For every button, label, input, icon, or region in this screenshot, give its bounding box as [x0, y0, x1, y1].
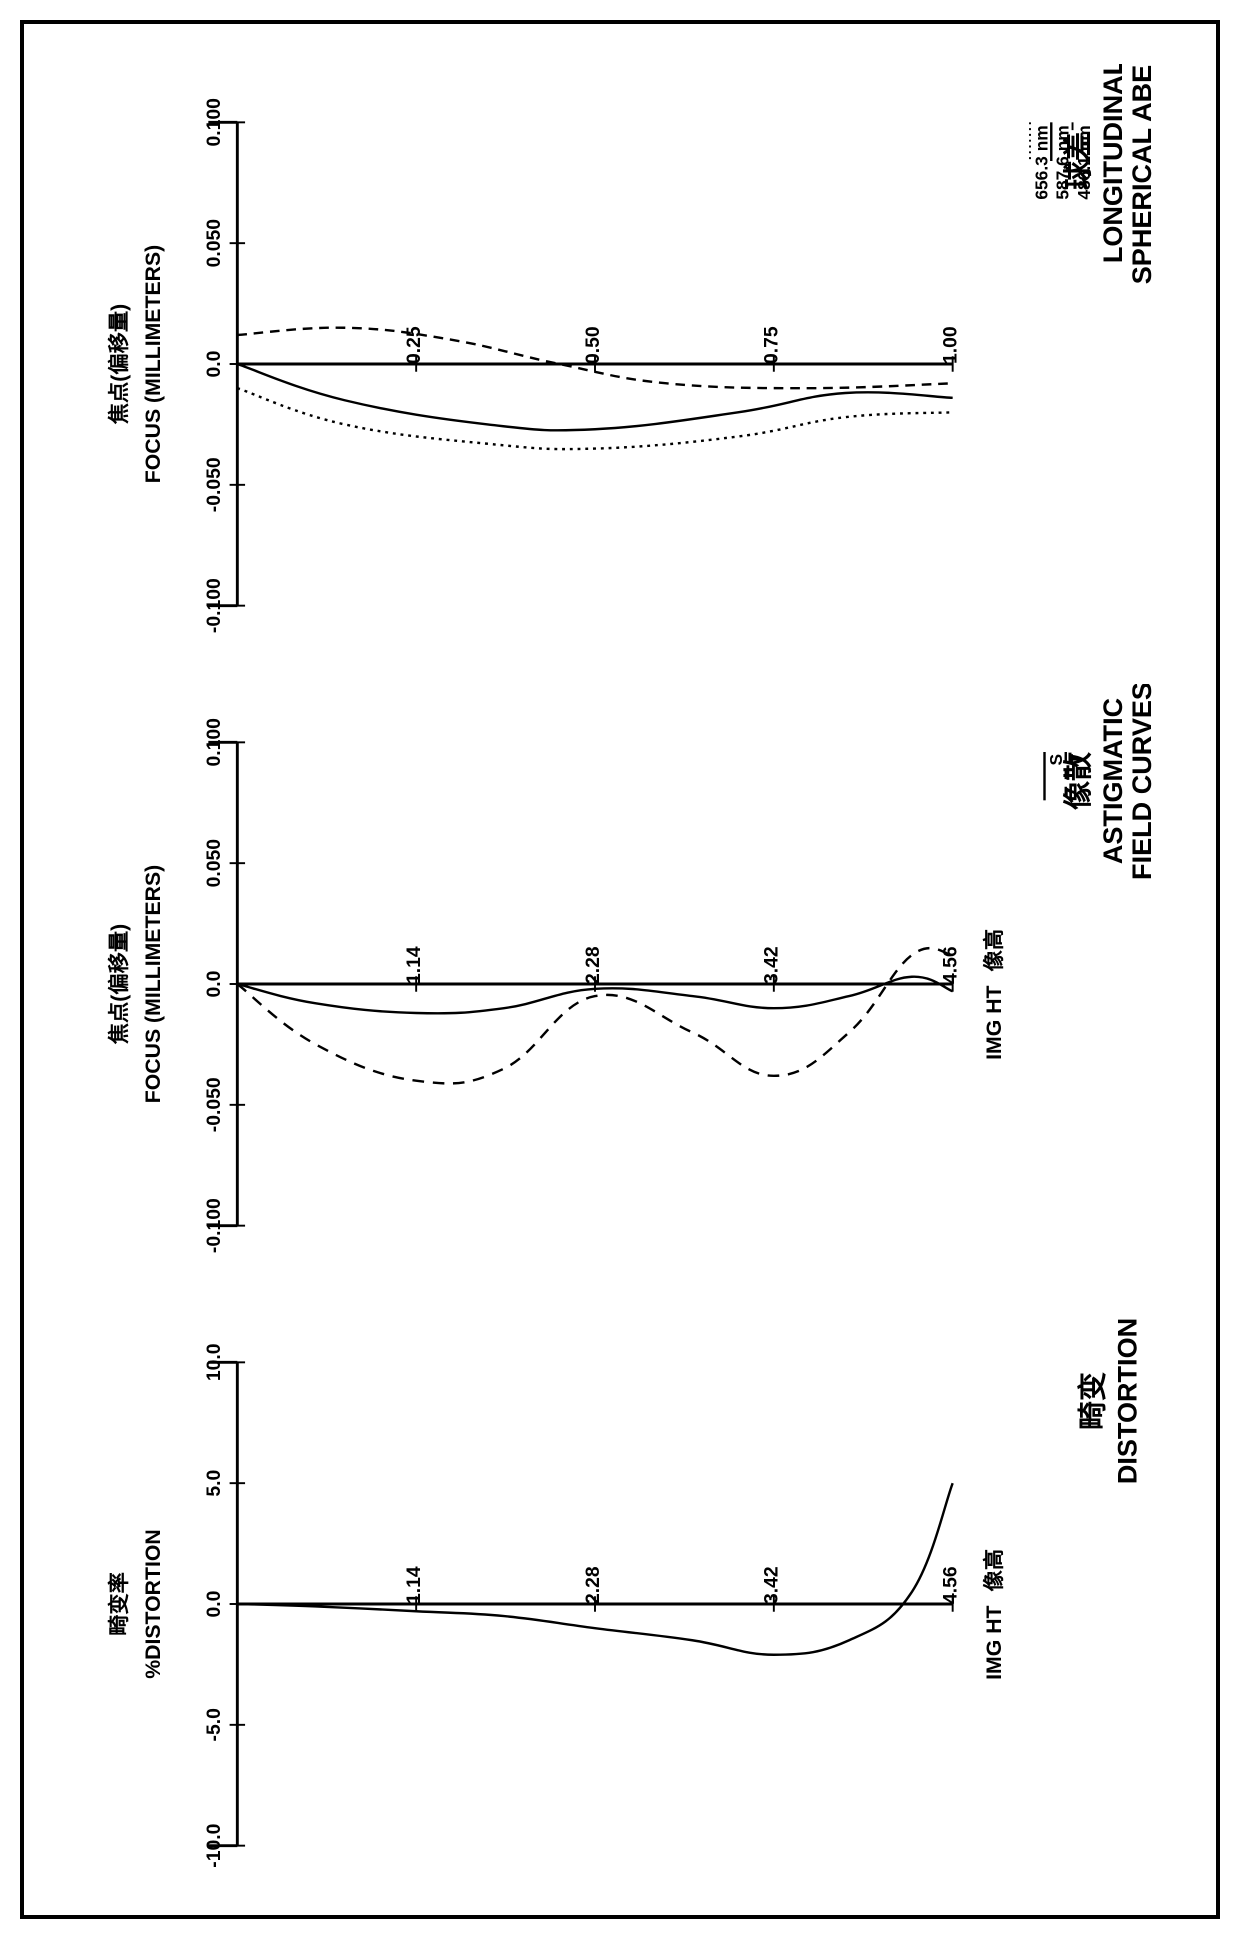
c2-xlabel-cn: 焦点(偏移量)	[106, 924, 131, 1044]
chart-astigmatic: 像散 ASTIGMATIC FIELD CURVES S T -0.100 -0…	[44, 684, 1204, 1284]
c1-yt2: 0.75	[762, 326, 783, 364]
c1-xt0: -0.100	[204, 578, 225, 633]
c2-yt1: 2.28	[583, 946, 604, 984]
c3-xt0: -10.0	[204, 1824, 225, 1868]
c2-xt2: 0.0	[204, 971, 225, 998]
c2-xt1: -0.050	[204, 1077, 225, 1132]
c2-yheader-cn: 像高	[981, 929, 1006, 972]
legend-T: T	[1067, 754, 1087, 765]
chart2-title-en2: FIELD CURVES	[1127, 684, 1157, 880]
c3-yheader-en: IMG HT	[982, 1605, 1006, 1679]
c1-xt3: 0.050	[204, 219, 225, 267]
chart3-title-cn: 畸变	[1076, 1372, 1110, 1430]
chart1-title-en1: LONGITUDINAL	[1098, 64, 1128, 263]
chart2-title-en1: ASTIGMATIC	[1098, 698, 1128, 864]
c1-xlabel-cn: 焦点(偏移量)	[106, 304, 131, 424]
c2-yt0: 1.14	[404, 946, 425, 984]
c2-xlabel-en: FOCUS (MILLIMETERS)	[141, 865, 165, 1103]
chart-spherical-aberration: 球差 LONGITUDINAL SPHERICAL ABER. 656.3 nm…	[44, 64, 1204, 664]
c3-yheader-cn: 像高	[981, 1549, 1006, 1592]
c1-xt2: 0.0	[204, 351, 225, 378]
c1-xlabel-en: FOCUS (MILLIMETERS)	[141, 245, 165, 483]
c3-xlabel-en: %DISTORTION	[141, 1529, 165, 1679]
legend-486: 486.1 nm	[1074, 125, 1094, 199]
chart1-title-en2: SPHERICAL ABER.	[1127, 64, 1157, 284]
c1-xt4: 0.100	[204, 98, 225, 146]
chart-distortion: 畸变 DISTORTION -10.0 -5.0 0.0 5.0 10.0 1.…	[44, 1304, 1204, 1904]
c3-xt4: 10.0	[204, 1344, 225, 1382]
c2-yt2: 3.42	[762, 946, 783, 984]
c2-xt3: 0.050	[204, 839, 225, 887]
figure-frame: 球差 LONGITUDINAL SPHERICAL ABER. 656.3 nm…	[20, 20, 1220, 1919]
c3-xt1: -5.0	[204, 1708, 225, 1741]
c2-xt4: 0.100	[204, 718, 225, 766]
legend-S: S	[1046, 754, 1066, 766]
c3-yt3: 4.56	[941, 1566, 962, 1604]
c2-xt0: -0.100	[204, 1198, 225, 1253]
legend-587: 587.6 nm	[1053, 125, 1073, 199]
c2-yheader-en: IMG HT	[982, 985, 1006, 1059]
c3-xlabel-cn: 畸变率	[106, 1572, 131, 1636]
c3-xt2: 0.0	[204, 1591, 225, 1618]
c3-yt2: 3.42	[762, 1566, 783, 1604]
c1-yt3: 1.00	[941, 326, 962, 364]
legend-656: 656.3 nm	[1031, 125, 1051, 199]
chart1-legend: 656.3 nm 587.6 nm 486.1 nm	[1030, 122, 1094, 199]
c3-xt3: 5.0	[204, 1470, 225, 1497]
chart3-title-en: DISTORTION	[1112, 1318, 1142, 1484]
c1-yt1: 0.50	[583, 326, 604, 364]
c1-xt1: -0.050	[204, 457, 225, 512]
c3-yt0: 1.14	[404, 1566, 425, 1604]
c3-yt1: 2.28	[583, 1566, 604, 1604]
